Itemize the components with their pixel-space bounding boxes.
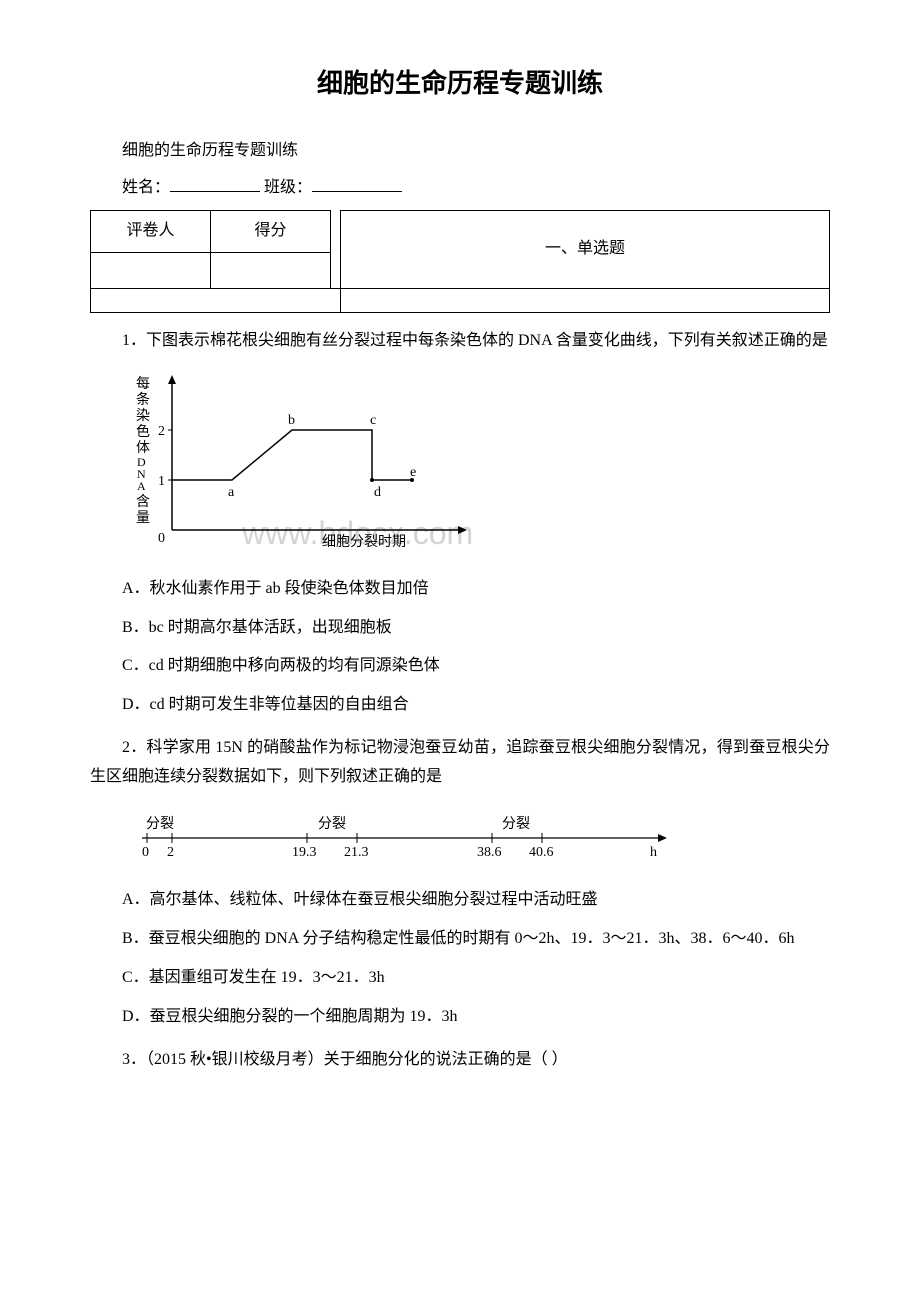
name-blank[interactable] — [170, 176, 260, 192]
table-gap — [331, 253, 341, 289]
seg-label-1: 分裂 — [146, 816, 174, 832]
class-label: 班级： — [264, 179, 312, 196]
table-bottom-left — [91, 289, 341, 313]
ylabel-char: A — [137, 479, 146, 493]
tick-label-19: 19.3 — [292, 845, 317, 860]
q1-option-a: A．秋水仙素作用于 ab 段使染色体数目加倍 — [90, 575, 830, 604]
ytick-label-2: 2 — [158, 424, 165, 439]
x-axis-arrow — [458, 526, 467, 534]
table-gap — [331, 211, 341, 253]
point-d-label: d — [374, 485, 381, 500]
grade-table: 评卷人 得分 一、单选题 — [90, 210, 830, 313]
score-header: 得分 — [211, 211, 331, 253]
section-header: 一、单选题 — [341, 211, 830, 289]
point-e-label: e — [410, 465, 416, 480]
unit-h: h — [650, 845, 657, 860]
tick-label-38: 38.6 — [477, 845, 502, 860]
score-cell — [211, 253, 331, 289]
question-1-stem: 1．下图表示棉花根尖细胞有丝分裂过程中每条染色体的 DNA 含量变化曲线，下列有… — [90, 327, 830, 356]
question-1-chart: 每 条 染 色 体 D N A 含 量 1 2 0 a b c d e 细胞分裂… — [122, 370, 830, 561]
question-2-diagram: 0 2 19.3 21.3 38.6 40.6 h 分裂 分裂 分裂 — [122, 806, 830, 873]
q1-option-b: B．bc 时期高尔基体活跃，出现细胞板 — [90, 614, 830, 643]
ytick-label-0: 0 — [158, 531, 165, 546]
x-axis-label: 细胞分裂时期 — [322, 534, 406, 550]
tick-label-21: 21.3 — [344, 845, 369, 860]
point-d-dot — [370, 478, 374, 482]
seg-label-2: 分裂 — [318, 816, 346, 832]
name-label: 姓名： — [122, 179, 170, 196]
grader-header: 评卷人 — [91, 211, 211, 253]
ylabel-char: 量 — [136, 510, 150, 526]
table-bottom-right — [341, 289, 830, 313]
ylabel-char: 每 — [136, 376, 150, 392]
ylabel-char: 体 — [136, 440, 150, 456]
q1-option-d: D．cd 时期可发生非等位基因的自由组合 — [90, 691, 830, 720]
q2-option-d: D．蚕豆根尖细胞分裂的一个细胞周期为 19．3h — [90, 1003, 830, 1032]
ylabel-char: 染 — [136, 408, 150, 424]
q2-option-b: B．蚕豆根尖细胞的 DNA 分子结构稳定性最低的时期有 0～2h、19．3～21… — [90, 925, 830, 954]
y-axis-arrow — [168, 375, 176, 384]
ylabel-char: 色 — [136, 423, 150, 440]
seg-label-3: 分裂 — [502, 816, 530, 832]
dna-chart-svg: 每 条 染 色 体 D N A 含 量 1 2 0 a b c d e 细胞分裂… — [122, 370, 482, 550]
page-title: 细胞的生命历程专题训练 — [90, 60, 830, 107]
question-2-stem: 2．科学家用 15N 的硝酸盐作为标记物浸泡蚕豆幼苗，追踪蚕豆根尖细胞分裂情况，… — [90, 734, 830, 792]
question-3-stem: 3．（2015 秋•银川校级月考）关于细胞分化的说法正确的是（ ） — [90, 1046, 830, 1075]
ylabel-char: 条 — [136, 391, 150, 408]
tick-label-2: 2 — [167, 845, 174, 860]
point-c-label: c — [370, 413, 376, 428]
grader-cell — [91, 253, 211, 289]
tick-label-40: 40.6 — [529, 845, 554, 860]
q2-option-a: A．高尔基体、线粒体、叶绿体在蚕豆根尖细胞分裂过程中活动旺盛 — [90, 886, 830, 915]
point-b-label: b — [288, 413, 295, 428]
name-class-line: 姓名： 班级： — [90, 174, 830, 203]
ylabel-char: 含 — [136, 494, 150, 510]
q2-option-c: C．基因重组可发生在 19．3～21．3h — [90, 964, 830, 993]
timeline-arrow — [658, 834, 667, 842]
subtitle: 细胞的生命历程专题训练 — [90, 137, 830, 166]
class-blank[interactable] — [312, 176, 402, 192]
tick-label-0: 0 — [142, 845, 149, 860]
timeline-svg: 0 2 19.3 21.3 38.6 40.6 h 分裂 分裂 分裂 — [122, 806, 682, 862]
q1-option-c: C．cd 时期细胞中移向两极的均有同源染色体 — [90, 652, 830, 681]
ytick-label-1: 1 — [158, 474, 165, 489]
point-a-label: a — [228, 485, 235, 500]
dna-curve — [172, 430, 412, 480]
